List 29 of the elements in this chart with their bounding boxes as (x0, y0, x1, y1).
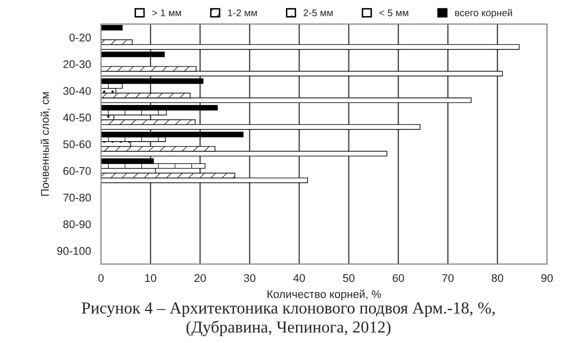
legend-label: 1-2 мм (228, 9, 257, 16)
y-tick-label: 50-60 (63, 140, 91, 148)
x-tick-label: 80 (492, 274, 504, 282)
bar (100, 52, 165, 58)
x-tick-label: 10 (145, 274, 156, 282)
y-tick-label: 80-90 (63, 220, 91, 228)
y-axis-title: Почвенный слой, см (40, 92, 50, 196)
bar (100, 24, 123, 30)
x-tick-label: 0 (98, 274, 104, 282)
x-tick-label: 20 (194, 274, 206, 282)
y-tick-label: 0-20 (69, 34, 91, 42)
y-tick-label: 40-50 (63, 114, 91, 122)
y-tick-label: 90-100 (57, 247, 91, 255)
x-tick-label: 50 (343, 274, 355, 282)
x-tick-label: 90 (541, 274, 553, 282)
x-tick-label: 40 (293, 274, 305, 282)
y-tick-label: 20-30 (63, 60, 91, 68)
y-tick-label: 30-40 (63, 86, 91, 95)
text: Рисунок 4 – Архитектоника клонового подвоя Арм.-18, %, (Дубравина, Чепинога, 2012) (82, 302, 495, 336)
legend-label: 2-5 мм (304, 9, 333, 16)
x-tick-label: 70 (442, 274, 454, 282)
x-axis-title: Количество корней, % (268, 290, 381, 300)
y-tick-label: 70-80 (63, 194, 91, 202)
x-tick-label: 60 (392, 274, 404, 282)
legend-label: < 5 мм (379, 9, 408, 16)
legend-label: всего корней (455, 8, 512, 18)
legend-label: > 1 мм (152, 9, 181, 16)
x-tick-label: 30 (244, 274, 256, 282)
y-tick-label: 60-70 (63, 167, 91, 175)
